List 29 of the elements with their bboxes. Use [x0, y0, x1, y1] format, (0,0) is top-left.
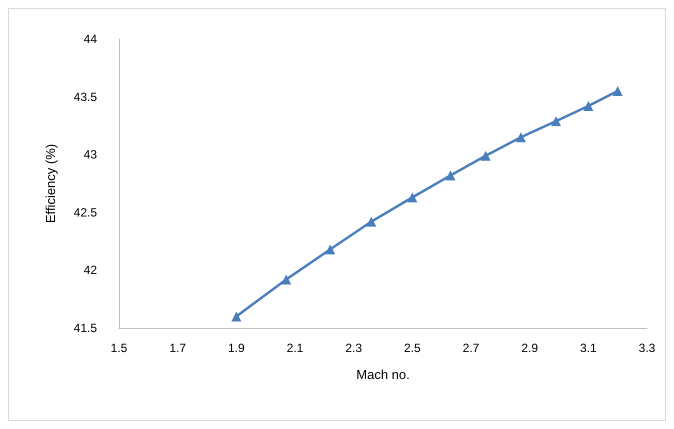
- x-tick-label: 3.1: [580, 341, 597, 355]
- x-tick-label: 2.3: [345, 341, 362, 355]
- y-tick-label: 44: [84, 32, 98, 46]
- y-tick-label: 42: [84, 263, 98, 278]
- y-axis-title: Efficiency (%): [43, 144, 58, 224]
- y-tick-label: 41.5: [74, 321, 98, 335]
- x-axis-title: Mach no.: [356, 367, 410, 382]
- x-tick-label: 3.3: [638, 341, 656, 355]
- point: [281, 274, 292, 284]
- x-tick-label: 1.5: [110, 341, 128, 355]
- point: [366, 216, 376, 227]
- y-tick-label: 43.5: [74, 90, 98, 104]
- point: [583, 101, 594, 112]
- point: [551, 116, 562, 126]
- y-tick-label: 42.5: [74, 205, 98, 220]
- point: [231, 311, 242, 322]
- point: [612, 86, 623, 96]
- x-tick-label: 2.7: [462, 341, 480, 355]
- x-tick-label: 1.7: [169, 341, 186, 355]
- point: [407, 192, 418, 202]
- point: [480, 150, 491, 161]
- point: [325, 244, 336, 254]
- point: [516, 132, 526, 142]
- point: [445, 170, 456, 180]
- y-tick-label: 43: [84, 148, 98, 162]
- x-tick-label: 2.5: [404, 341, 421, 355]
- x-tick-label: 1.9: [228, 341, 245, 355]
- x-tick-label: 2.9: [521, 341, 538, 355]
- x-tick-label: 2.1: [286, 341, 304, 355]
